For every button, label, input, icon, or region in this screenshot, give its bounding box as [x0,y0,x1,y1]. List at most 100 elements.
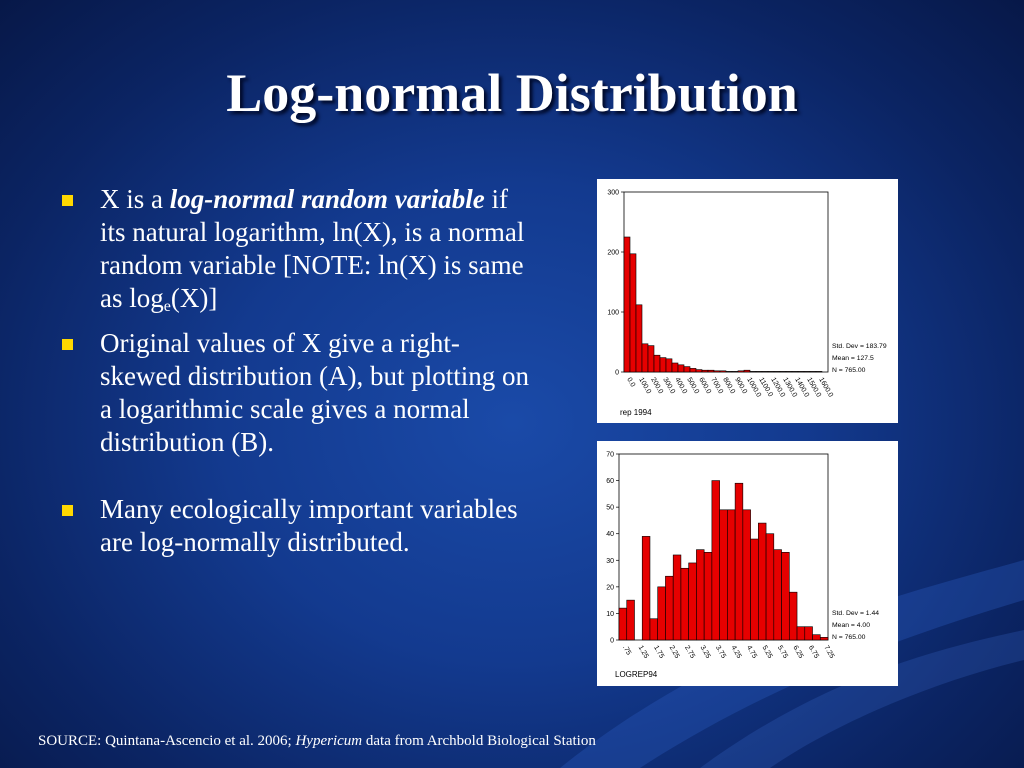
subscript-e: e [163,298,171,315]
source-text-end: data from Archbold Biological Station [362,733,596,749]
histogram-bar [788,591,798,641]
histogram-bar [742,509,751,641]
x-tick-label: 4.25 [730,645,743,660]
histogram-bar [785,371,793,373]
histogram-bar [677,364,685,373]
histogram-bar [649,618,659,641]
bullet-text: Many ecologically important variables ar… [100,494,518,557]
histogram-bar [761,371,769,373]
histogram-bar [653,354,661,373]
histogram-bar [701,369,709,373]
histogram-bar [659,357,667,373]
y-tick-label: 100 [607,310,619,317]
x-axis-label: rep 1994 [620,408,652,417]
bullet-original-values: Original values of X give a right-skewed… [60,327,530,459]
x-tick-label: 1.75 [652,645,665,660]
stats-label: Std. Dev = 183.79 [832,343,887,350]
histogram-bar [773,549,782,641]
histogram-bar [713,370,721,373]
histogram-bar [755,371,763,373]
histogram-bar [623,236,631,373]
histogram-bar [695,369,703,373]
bullet-text: X is a [100,184,170,214]
x-tick-label: 6.75 [807,645,820,660]
bullet-text: if its natural logarithm, ln(X), is a no… [100,184,525,313]
stats-label: Mean = 4.00 [832,622,870,629]
y-tick-label: 0 [610,638,614,645]
histogram-bar [727,509,736,641]
bullet-square-icon [62,339,73,350]
histogram-bar [626,599,635,641]
histogram-bar [803,371,811,373]
x-tick-label: 2.75 [683,645,696,660]
y-tick-label: 40 [606,531,614,538]
histogram-bar [641,343,649,373]
histogram-bar [779,371,787,373]
slide-title: Log-normal Distribution [226,63,798,123]
histogram-bar [819,637,829,641]
y-tick-label: 300 [607,190,619,197]
histogram-bar [809,371,817,373]
histogram-bar [683,366,691,373]
bullet-square-icon [62,195,73,206]
source-italic: Hypericum [295,733,363,749]
x-tick-label: .75 [621,645,632,657]
bullet-list: X is a log-normal random variable if its… [60,183,530,563]
histogram-bar [743,369,751,373]
histogram-bar [731,371,739,373]
histogram-bar [665,575,674,641]
histogram-bar [647,345,655,373]
histogram-bar [707,369,715,373]
histogram-bar [765,533,775,641]
x-tick-label: 3.25 [699,645,712,660]
x-tick-label: 6.25 [791,645,804,660]
histogram-bar [635,304,643,373]
histogram-bar [688,562,697,641]
histogram-bar [689,368,697,373]
histogram-bar [719,509,728,641]
y-tick-label: 10 [606,611,614,618]
x-tick-label: 1.25 [637,645,650,660]
histogram-bar [737,370,745,373]
x-tick-label: 0.0 [625,377,636,389]
histogram-bar [750,538,759,641]
histogram-bar [734,482,744,641]
histogram-bar [719,370,727,373]
y-tick-label: 200 [607,250,619,257]
stats-label: Mean = 127.5 [832,355,874,362]
y-tick-label: 70 [606,452,614,459]
x-tick-label: 5.75 [776,645,789,660]
histogram-bar [725,371,733,373]
histogram-bar [791,371,799,373]
histogram-bar [804,626,813,641]
stats-label: Std. Dev = 1.44 [832,610,879,617]
histogram-bar [773,371,781,373]
y-tick-label: 0 [615,370,619,377]
histogram-bar [812,634,821,641]
histogram-bar [767,371,775,373]
histogram-bar [665,358,673,373]
bullet-text: Original values of X give a right-skewed… [100,328,529,457]
histogram-bar [711,480,720,641]
y-tick-label: 20 [606,584,614,591]
x-tick-label: 7.25 [822,645,835,660]
histogram-bar [749,371,757,373]
histogram-bar [815,371,823,373]
histogram-bar [641,536,651,641]
histogram-bar [797,371,805,373]
histogram-bar [758,522,767,641]
stats-label: N = 765.00 [832,367,866,374]
y-tick-label: 50 [606,505,614,512]
histogram-bar [781,552,790,641]
bullet-emphasis: log-normal random variable [169,184,485,214]
histogram-a: 0 100 200 300 0.0 100.0 200.0 300.0 400.0 500.0 60… [597,179,898,423]
x-tick-label: 4.75 [745,645,758,660]
y-tick-label: 30 [606,558,614,565]
x-tick-label: 3.75 [714,645,727,660]
histogram-bar [618,607,628,641]
histogram-b: 0 10 20 30 40 50 60 70 .75 1.25 1.75 2.25 2.75 3.25 3.… [597,441,898,686]
bullet-text: (X)] [170,283,218,313]
bullet-square-icon [62,505,73,516]
x-tick-label: 5.25 [760,645,773,660]
